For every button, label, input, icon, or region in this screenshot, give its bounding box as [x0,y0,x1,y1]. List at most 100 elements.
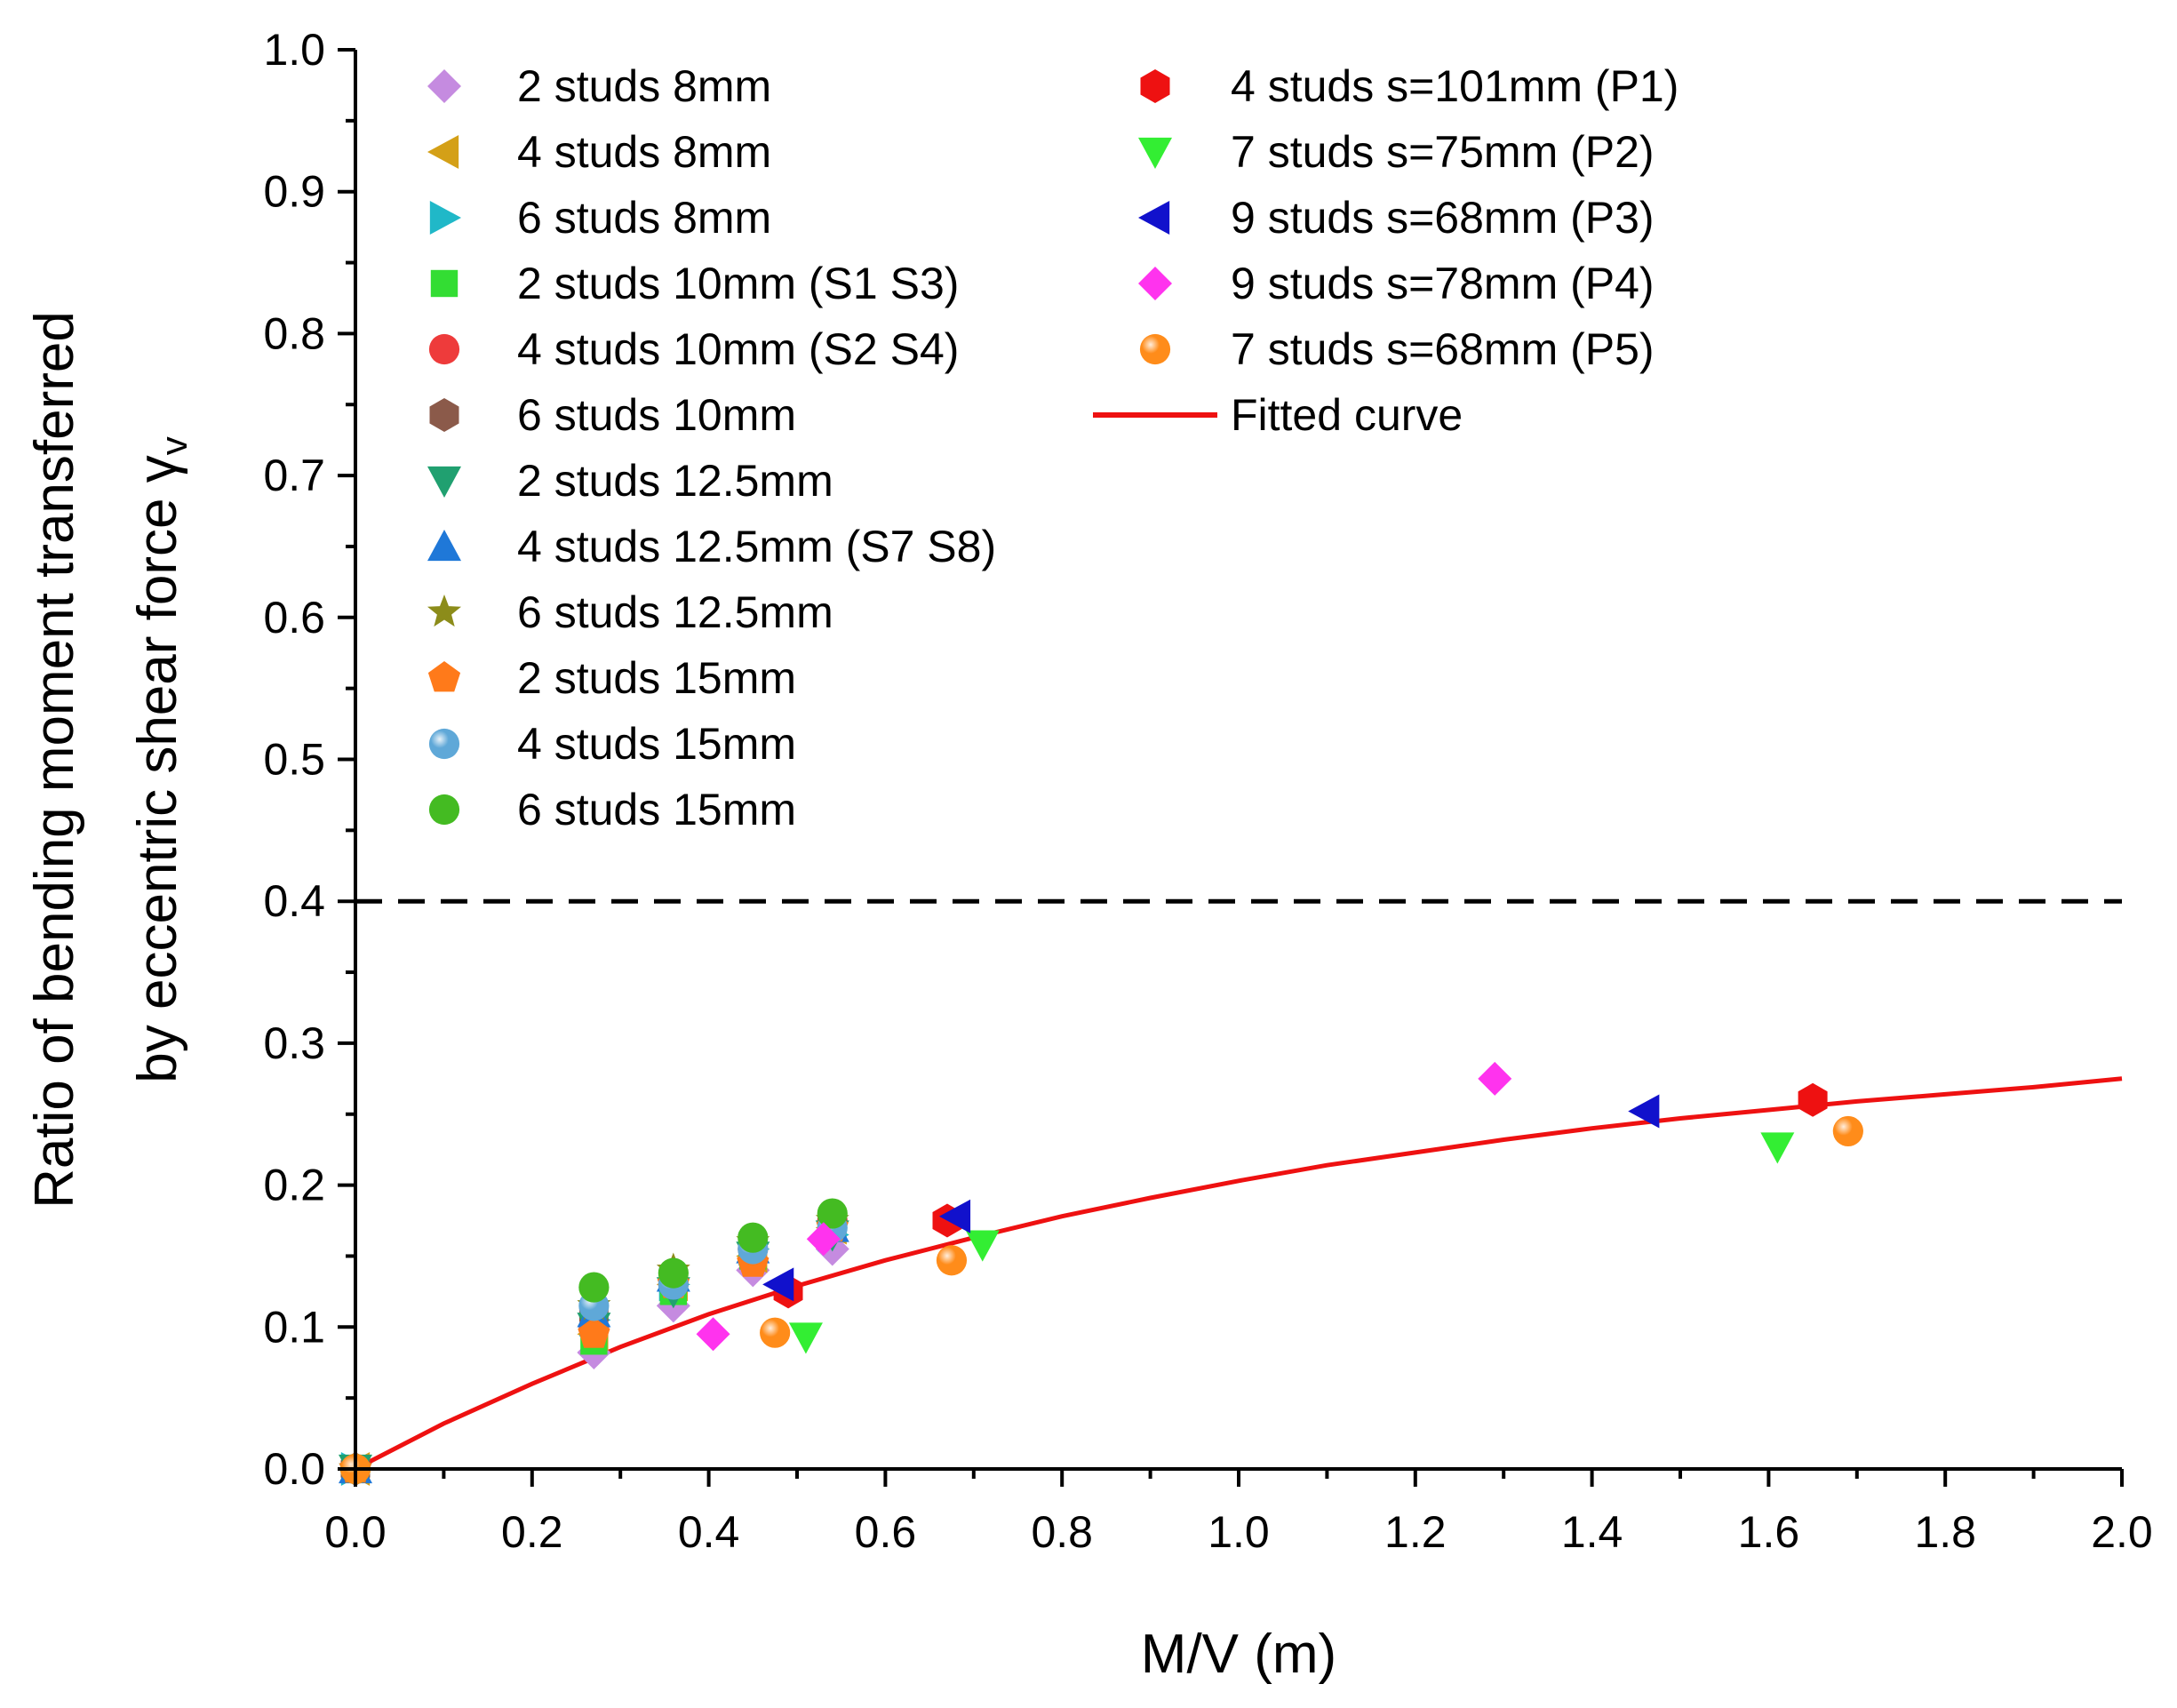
legend-label: 7 studs s=68mm (P5) [1231,324,1655,374]
legend-label: 4 studs s=101mm (P1) [1231,61,1679,111]
legend-marker [428,728,460,760]
legend-label: 9 studs s=68mm (P3) [1231,193,1655,243]
legend-item: 6 studs 8mm [429,193,771,243]
data-point [738,1222,769,1253]
series-12 [773,1082,1828,1309]
data-point [806,1222,841,1257]
legend: 2 studs 8mm 4 studs 8mm 6 studs 8mm 2 studs… [427,61,1679,834]
y-axis-title-line2: by eccentric shear force γv [127,436,195,1082]
legend-item: 2 studs 15mm [427,653,796,703]
legend-item: 4 studs 15mm [428,719,796,769]
marker-highlight [1832,1115,1863,1147]
axis-titles: M/V (m) Ratio of bending moment transferr… [24,311,1336,1685]
legend-label: 2 studs 8mm [517,61,771,111]
y-tick-label: 1.0 [263,25,325,75]
legend-label: 7 studs s=75mm (P2) [1231,127,1655,177]
axes: 0.0 0.2 0.4 0.6 0.8 1.0 1.2 1.4 1.6 1.8 2.0 0.0 0.1 0… [263,25,2152,1557]
y-tick-label: 0.8 [263,308,325,358]
marker-highlight [936,1245,968,1276]
legend-label: 2 studs 10mm (S1 S3) [517,259,959,308]
marker-highlight [1139,333,1171,365]
data-point [817,1198,848,1229]
x-axis-title: M/V (m) [1141,1624,1336,1685]
legend-item: Fitted curve [1093,390,1463,440]
x-tick-label: 1.6 [1738,1507,1800,1557]
legend-marker [1138,267,1172,300]
legend-marker [428,333,460,365]
x-tick-label: 0.0 [324,1507,387,1557]
data-point [696,1317,730,1352]
legend-item: 6 studs 15mm [428,785,796,834]
y-tick-label: 0.5 [263,735,325,785]
legend-marker [427,530,461,562]
y-tick-label: 0.3 [263,1018,325,1068]
legend-marker [427,595,461,627]
marker-highlight [760,1317,791,1348]
data-point [965,1230,1000,1262]
y-tick-label: 0.2 [263,1161,325,1210]
legend-marker [1139,333,1171,365]
legend-item: 9 studs s=68mm (P3) [1138,193,1655,243]
data-point [1798,1082,1828,1117]
series-13 [788,1132,1795,1354]
legend-label: 2 studs 12.5mm [517,456,833,506]
legend-item: 6 studs 10mm [429,390,796,440]
x-tick-label: 0.6 [855,1507,917,1557]
x-tick-label: 1.8 [1914,1507,1976,1557]
legend-label: 6 studs 10mm [517,390,796,440]
legend-marker [428,794,460,826]
data-points-layer [339,1061,1863,1486]
y-tick-label: 0.6 [263,593,325,642]
legend-marker [1138,137,1172,169]
data-point [578,1317,610,1348]
series-0 [339,1232,849,1486]
series-15 [696,1061,1512,1352]
legend-item: 7 studs s=75mm (P2) [1138,127,1655,177]
series-16 [339,1115,1863,1485]
y-axis-title-subscript: v [153,436,195,455]
y-tick-label: 0.1 [263,1302,325,1352]
fitted-curve-layer [354,1076,2123,1472]
data-point [762,1267,794,1302]
data-point [578,1272,610,1303]
x-tick-label: 0.8 [1031,1507,1093,1557]
legend-marker [427,466,461,498]
data-point [760,1317,791,1348]
legend-label: 6 studs 8mm [517,193,771,243]
data-point [1628,1094,1660,1129]
x-tick-label: 2.0 [2091,1507,2153,1557]
legend-marker [429,201,461,235]
data-point [658,1257,689,1289]
legend-item: 6 studs 12.5mm [427,587,833,637]
x-tick-label: 0.2 [501,1507,563,1557]
data-point [1760,1132,1795,1164]
legend-label: 6 studs 12.5mm [517,587,833,637]
legend-label: 4 studs 12.5mm (S7 S8) [517,522,996,571]
legend-marker [427,661,461,692]
legend-item: 2 studs 12.5mm [427,456,833,506]
x-tick-label: 1.2 [1384,1507,1447,1557]
y-tick-label: 0.7 [263,451,325,500]
data-point [938,1199,971,1233]
legend-item: 4 studs 12.5mm (S7 S8) [427,522,996,571]
fitted-curve [354,1076,2123,1472]
legend-item: 4 studs 8mm [427,127,771,177]
legend-label: 2 studs 15mm [517,653,796,703]
legend-item: 4 studs s=101mm (P1) [1140,61,1679,111]
legend-item: 2 studs 10mm (S1 S3) [430,259,959,308]
legend-item: 4 studs 10mm (S2 S4) [428,324,959,374]
legend-marker [429,398,459,432]
marker-highlight [428,728,460,760]
data-point [1478,1061,1512,1096]
legend-marker [430,269,459,298]
legend-label: 9 studs s=78mm (P4) [1231,259,1655,308]
legend-marker [427,135,459,169]
legend-item: 2 studs 8mm [427,61,771,111]
series-14 [762,1094,1660,1302]
legend-item: 9 studs s=78mm (P4) [1138,259,1655,308]
y-tick-label: 0.9 [263,167,325,217]
legend-label: 6 studs 15mm [517,785,796,834]
legend-label: 4 studs 15mm [517,719,796,769]
x-tick-label: 1.4 [1561,1507,1623,1557]
